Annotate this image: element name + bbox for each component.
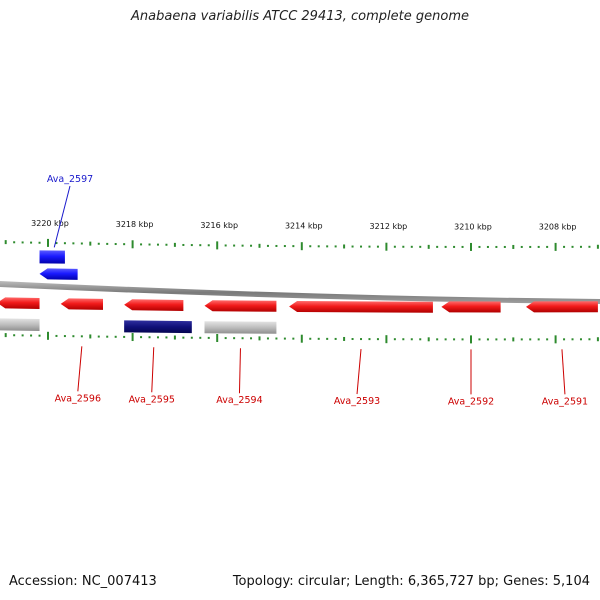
accession-value: NC_007413 (81, 574, 157, 589)
genes-value: 5,104 (552, 574, 590, 589)
tick-label: 3210 kbp (454, 222, 492, 231)
gene-label: Ava_2593 (334, 396, 380, 407)
gene-label-leader (53, 185, 71, 248)
gene-label-leader (561, 349, 566, 395)
gene-label: Ava_2591 (542, 396, 588, 407)
gene-feature[interactable] (124, 320, 192, 334)
length-label: Length: (354, 574, 404, 589)
genes-label: Genes: (503, 574, 549, 589)
axis-tick-labels: 3220 kbp 3218 kbp 3216 kbp 3214 kbp 3212 kbp… (31, 219, 576, 232)
gene-label: Ava_2592 (448, 396, 494, 407)
tick-label: 3214 kbp (285, 222, 323, 231)
tick-label: 3216 kbp (200, 221, 238, 230)
gene-feature[interactable] (60, 298, 103, 310)
gene-feature[interactable] (289, 301, 433, 313)
gene-feature[interactable] (0, 297, 40, 309)
tick-label: 3218 kbp (116, 220, 154, 229)
gene-labels: Ava_2597 Ava_2596 Ava_2595 Ava_2594 Ava_2593… (47, 174, 588, 407)
tick-label: 3208 kbp (539, 222, 577, 231)
gene-label-leader (238, 348, 241, 394)
genome-summary: Topology: circular; Length: 6,365,727 bp… (232, 574, 590, 589)
topology-label: Topology: (232, 574, 294, 589)
gene-feature[interactable] (39, 268, 78, 280)
gene-feature[interactable] (204, 321, 277, 334)
gene-feature[interactable] (204, 300, 277, 312)
outer-tick-marks (4, 238, 599, 251)
length-value: 6,365,727 bp (407, 574, 495, 589)
accession-info: Accession: NC_007413 (9, 574, 157, 589)
gene-label: Ava_2595 (129, 394, 175, 405)
tick-label: 3212 kbp (370, 222, 408, 231)
gene-label-leader (151, 347, 155, 393)
gene-feature[interactable] (441, 301, 501, 313)
gene-feature[interactable] (525, 301, 598, 313)
topology-value: circular (297, 574, 346, 589)
tick-label: 3220 kbp (31, 219, 69, 228)
gene-features (0, 250, 598, 334)
gene-label: Ava_2597 (47, 174, 93, 185)
gene-feature[interactable] (124, 299, 184, 311)
gene-feature[interactable] (0, 318, 40, 331)
gene-feature[interactable] (39, 250, 65, 264)
gene-label: Ava_2594 (216, 395, 262, 406)
inner-tick-marks (4, 331, 599, 344)
gene-label-leader (356, 349, 362, 395)
map-title: Anabaena variabilis ATCC 29413, complete… (131, 9, 469, 24)
gene-label-leader (77, 346, 83, 392)
genome-backbone (0, 281, 600, 304)
gene-label: Ava_2596 (55, 393, 101, 404)
accession-label: Accession: (9, 574, 78, 589)
